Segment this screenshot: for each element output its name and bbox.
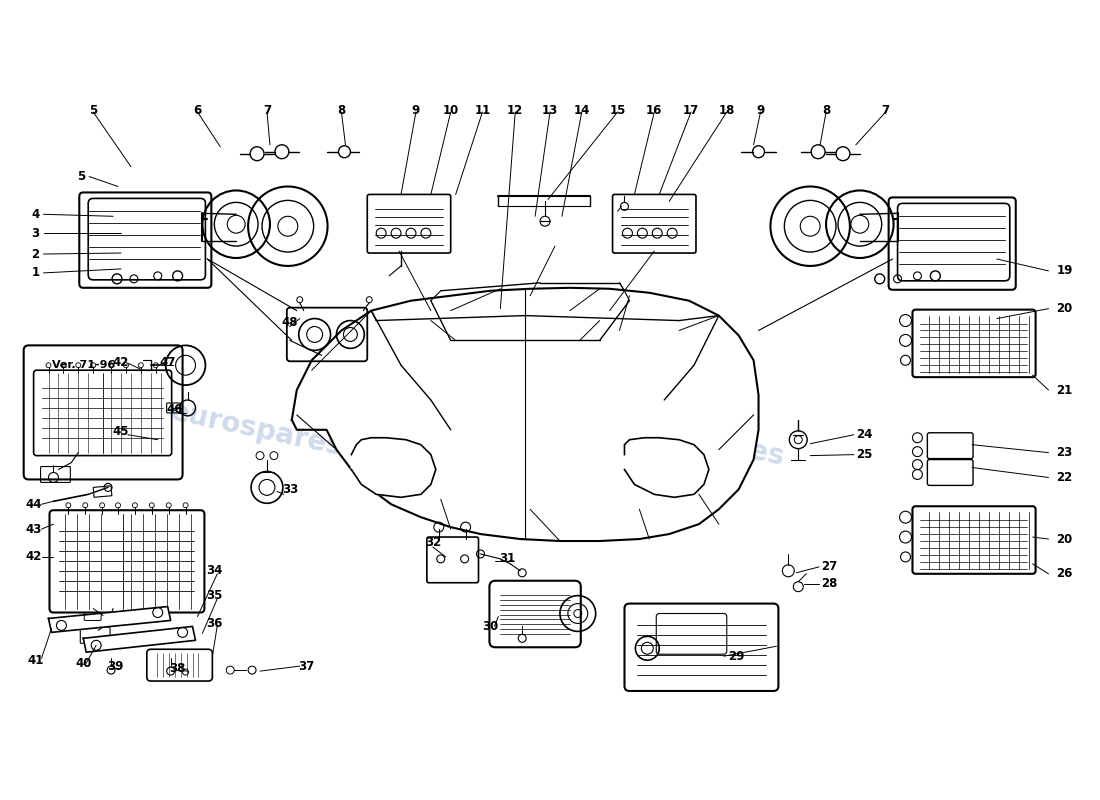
Text: 39: 39 [107, 660, 123, 673]
Text: 27: 27 [821, 560, 837, 574]
Text: 6: 6 [194, 103, 201, 117]
Text: 11: 11 [474, 103, 491, 117]
Text: 7: 7 [263, 103, 271, 117]
Text: 9: 9 [411, 103, 420, 117]
Text: 19: 19 [1056, 265, 1072, 278]
Text: 1: 1 [32, 266, 40, 279]
Text: 32: 32 [425, 535, 441, 549]
Text: 23: 23 [1056, 446, 1072, 459]
Text: 44: 44 [25, 498, 42, 510]
Text: 46: 46 [166, 403, 183, 417]
Text: 10: 10 [442, 103, 459, 117]
Polygon shape [292, 288, 759, 541]
Text: 38: 38 [169, 662, 186, 674]
Text: Ver. 71-96: Ver. 71-96 [52, 360, 116, 370]
Text: 15: 15 [609, 103, 626, 117]
Text: 5: 5 [89, 103, 97, 117]
Polygon shape [84, 626, 196, 652]
Text: 30: 30 [482, 620, 498, 633]
Text: 31: 31 [499, 552, 515, 566]
Polygon shape [625, 438, 708, 498]
Text: 37: 37 [298, 660, 315, 673]
Text: 42: 42 [113, 356, 129, 369]
Text: 33: 33 [282, 483, 298, 496]
Polygon shape [351, 438, 436, 498]
Text: 20: 20 [1056, 533, 1072, 546]
Text: 13: 13 [542, 103, 558, 117]
Text: 18: 18 [718, 103, 735, 117]
Text: 43: 43 [25, 522, 42, 535]
Text: 35: 35 [206, 589, 222, 602]
Text: eurospares: eurospares [610, 408, 788, 472]
Text: 16: 16 [646, 103, 662, 117]
Text: 29: 29 [728, 650, 745, 662]
Text: 24: 24 [856, 428, 872, 442]
Text: 26: 26 [1056, 567, 1072, 580]
Text: 36: 36 [206, 617, 222, 630]
Text: 45: 45 [113, 426, 130, 438]
Text: 34: 34 [206, 564, 222, 578]
Text: 5: 5 [77, 170, 86, 183]
Text: 47: 47 [160, 356, 176, 369]
Text: 3: 3 [32, 226, 40, 240]
Text: 28: 28 [821, 578, 837, 590]
Text: 8: 8 [338, 103, 345, 117]
Text: 42: 42 [25, 550, 42, 563]
Polygon shape [48, 606, 170, 632]
Text: 12: 12 [507, 103, 524, 117]
Text: 48: 48 [282, 316, 298, 329]
Text: 41: 41 [28, 654, 44, 666]
Text: 21: 21 [1056, 383, 1072, 397]
Text: 4: 4 [32, 208, 40, 221]
Circle shape [638, 440, 694, 495]
Text: 9: 9 [757, 103, 764, 117]
Text: 14: 14 [573, 103, 590, 117]
Text: eurospares: eurospares [168, 398, 345, 462]
Text: 17: 17 [683, 103, 700, 117]
Bar [94, 486, 112, 498]
Text: 25: 25 [856, 448, 872, 461]
Text: 40: 40 [75, 657, 91, 670]
Text: 20: 20 [1056, 302, 1072, 315]
Text: 7: 7 [881, 103, 890, 117]
Circle shape [365, 440, 421, 495]
Text: 22: 22 [1056, 471, 1072, 484]
Text: 8: 8 [822, 103, 830, 117]
Text: 2: 2 [32, 247, 40, 261]
